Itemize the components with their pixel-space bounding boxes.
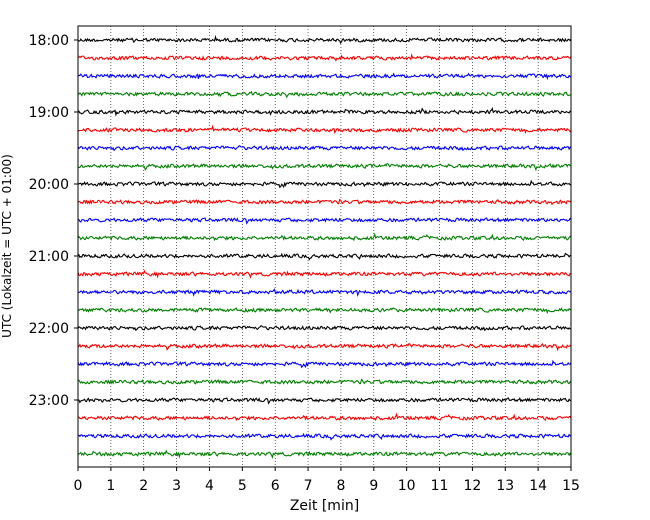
trace-line xyxy=(77,397,572,405)
trace-line xyxy=(77,307,572,314)
trace-line xyxy=(77,288,572,298)
y-tick-label: 20:00 xyxy=(29,177,69,193)
trace-line xyxy=(77,325,572,332)
x-tick-label: 5 xyxy=(238,478,247,494)
x-axis-ticks: 0 1 2 3 4 5 6 7 8 9 10 11 12 13 14 15 xyxy=(74,467,580,494)
y-tick-label: 18:00 xyxy=(29,33,69,49)
x-tick-label: 4 xyxy=(205,478,214,494)
y-tick-label: 22:00 xyxy=(29,321,69,337)
y-axis-ticks: 18:00 19:00 20:00 21:00 22:00 23:00 xyxy=(29,33,78,409)
x-tick-label: 12 xyxy=(463,478,481,494)
x-tick-label: 11 xyxy=(431,478,449,494)
x-tick-label: 13 xyxy=(496,478,514,494)
trace-line xyxy=(77,269,572,279)
y-axis-label: UTC (Lokalzeit = UTC + 01:00) xyxy=(0,154,14,338)
trace-line xyxy=(77,53,572,62)
x-tick-label: 8 xyxy=(336,478,345,494)
trace-line xyxy=(77,412,572,422)
x-tick-label: 1 xyxy=(106,478,115,494)
trace-line xyxy=(77,106,572,117)
x-tick-label: 0 xyxy=(74,478,83,494)
trace-line xyxy=(77,342,572,352)
x-axis-label: Zeit [min] xyxy=(290,498,359,514)
x-tick-label: 2 xyxy=(139,478,148,494)
trace-line xyxy=(77,90,572,99)
trace-line xyxy=(77,72,572,81)
plot-frame xyxy=(77,25,572,468)
trace-line xyxy=(77,232,572,242)
trace-line xyxy=(77,124,572,135)
x-tick-label: 3 xyxy=(172,478,181,494)
trace-line xyxy=(77,198,572,206)
y-tick-label: 23:00 xyxy=(29,393,69,409)
trace-line xyxy=(77,217,572,225)
trace-line xyxy=(77,145,572,152)
trace-line xyxy=(77,162,572,172)
trace-line xyxy=(77,179,572,189)
x-tick-label: 10 xyxy=(398,478,416,494)
trace-line xyxy=(77,34,572,45)
trace-line xyxy=(77,378,572,385)
plot-background xyxy=(78,26,571,467)
trace-series xyxy=(77,34,572,459)
x-tick-label: 6 xyxy=(271,478,280,494)
x-tick-label: 9 xyxy=(369,478,378,494)
trace-line xyxy=(77,449,572,459)
y-tick-label: 19:00 xyxy=(29,105,69,121)
x-tick-label: 15 xyxy=(562,478,580,494)
x-tick-label: 14 xyxy=(529,478,547,494)
trace-line xyxy=(77,359,572,369)
x-tick-label: 7 xyxy=(304,478,313,494)
trace-line xyxy=(77,432,572,441)
y-tick-label: 21:00 xyxy=(29,249,69,265)
trace-line xyxy=(77,252,572,261)
